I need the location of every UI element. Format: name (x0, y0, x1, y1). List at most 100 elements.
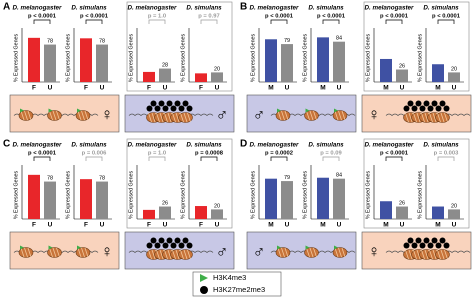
chromatin-diagram: ♀ (9, 231, 120, 270)
h3k4me3-mark (77, 245, 81, 250)
bar (317, 37, 329, 82)
value-label: 20 (214, 66, 220, 72)
bar (195, 206, 207, 219)
bar (448, 72, 460, 82)
nucleosome-band (187, 249, 191, 260)
value-label: 84 (336, 36, 342, 42)
significance-bracket (200, 19, 218, 24)
x-tick-label: M (435, 222, 440, 229)
chromatin-diagram: ♀ (361, 94, 472, 133)
chromatin-diagram: ♂ (124, 231, 235, 270)
chromatin-diagram: ♂ (124, 94, 235, 133)
x-tick-label: U (285, 85, 290, 92)
sex-symbol: ♀ (368, 105, 381, 124)
bar (265, 39, 277, 82)
bar (143, 209, 155, 219)
h3k4me3-mark (48, 245, 53, 250)
nucleosome-band (84, 247, 89, 258)
nucleosome-band (84, 110, 89, 121)
group-frame (126, 138, 233, 229)
nucleosome-band (437, 112, 441, 123)
h3k27me-mark (178, 105, 185, 112)
legend-label: H3K4me3 (213, 273, 246, 282)
x-tick-label: F (147, 85, 151, 92)
h3k27me-mark (166, 100, 173, 107)
nucleosome-band (277, 110, 282, 121)
value-label: 21 (146, 66, 152, 72)
p-value: p = 0.0002 (265, 151, 293, 157)
significance-bracket (200, 156, 218, 161)
species-title: D. melanogaster (128, 142, 178, 149)
nucleosome-band (334, 110, 339, 121)
significance-bracket (270, 19, 288, 24)
p-value: p = 1.0 (148, 14, 166, 20)
value-label: 92 (31, 169, 37, 175)
bar (80, 179, 92, 219)
bar (317, 177, 329, 219)
nucleosome-band (444, 249, 448, 260)
legend: H3K4me3 H3K27me2me3 (192, 271, 282, 297)
nucleosome-band (284, 110, 289, 121)
h3k27me-mark (439, 100, 446, 107)
y-axis-label: % Expressed Genes (302, 171, 308, 220)
h3k27me-mark (154, 242, 161, 249)
h3k27me-mark (174, 100, 181, 107)
y-axis-label: % Expressed Genes (128, 171, 134, 220)
p-value: p < 0.0001 (380, 14, 409, 20)
nucleosome-band (164, 249, 168, 260)
significance-bracket (148, 19, 166, 24)
nucleosome-band (432, 249, 437, 260)
h3k4me3-mark (277, 108, 281, 113)
h3k27me-mark (439, 237, 446, 244)
x-tick-label: F (84, 85, 88, 92)
nucleosome-band (77, 247, 82, 258)
nucleosome-band (421, 249, 425, 260)
value-label: 27 (198, 200, 204, 206)
y-axis-label: % Expressed Genes (65, 171, 71, 220)
value-label: 93 (320, 31, 326, 37)
species-title: D. melanogaster (250, 142, 300, 149)
nucleosome-band (151, 249, 156, 260)
nucleosome-band (52, 110, 57, 121)
h3k27me-mark (423, 100, 430, 107)
nucleosome-band (338, 110, 342, 121)
h3k27me-mark (403, 105, 410, 112)
h3k27me-mark (158, 237, 165, 244)
nucleosome-band (444, 112, 448, 123)
nucleosome-band (421, 112, 425, 123)
nucleosome-band (413, 249, 417, 260)
p-value: p < 0.0001 (80, 14, 109, 20)
nucleosome-band (159, 112, 164, 123)
y-axis-label: % Expressed Genes (250, 171, 256, 220)
nucleosome-band (424, 249, 429, 260)
x-tick-label: M (268, 222, 273, 229)
nucleosome-band (187, 112, 191, 123)
significance-bracket (33, 156, 51, 161)
nucleosome-band (277, 247, 282, 258)
legend-marker (200, 274, 208, 282)
value-label: 89 (268, 33, 274, 39)
bar (396, 69, 408, 82)
h3k27me-mark (411, 105, 418, 112)
h3k4me3-mark (334, 245, 338, 250)
nucleosome-band (56, 110, 60, 121)
nucleosome-band (175, 249, 180, 260)
x-tick-label: F (147, 222, 151, 229)
nucleosome-band (56, 247, 60, 258)
y-axis-label: % Expressed Genes (365, 34, 371, 83)
x-tick-label: U (48, 85, 53, 92)
p-value: p < 0.0001 (28, 14, 57, 20)
species-title: D. simulans (423, 142, 459, 149)
bar (211, 209, 223, 219)
x-tick-label: U (215, 85, 220, 92)
nucleosome-band (156, 249, 160, 260)
nucleosome-band (156, 112, 160, 123)
legend-label: H3K27me2me3 (213, 285, 265, 294)
nucleosome-band (405, 249, 409, 260)
bar (28, 174, 40, 219)
h3k27me-mark (407, 100, 414, 107)
value-label: 26 (162, 200, 168, 206)
nucleosome-band (167, 112, 172, 123)
nucleosome-band (405, 112, 409, 123)
sex-symbol: ♂ (216, 242, 229, 261)
